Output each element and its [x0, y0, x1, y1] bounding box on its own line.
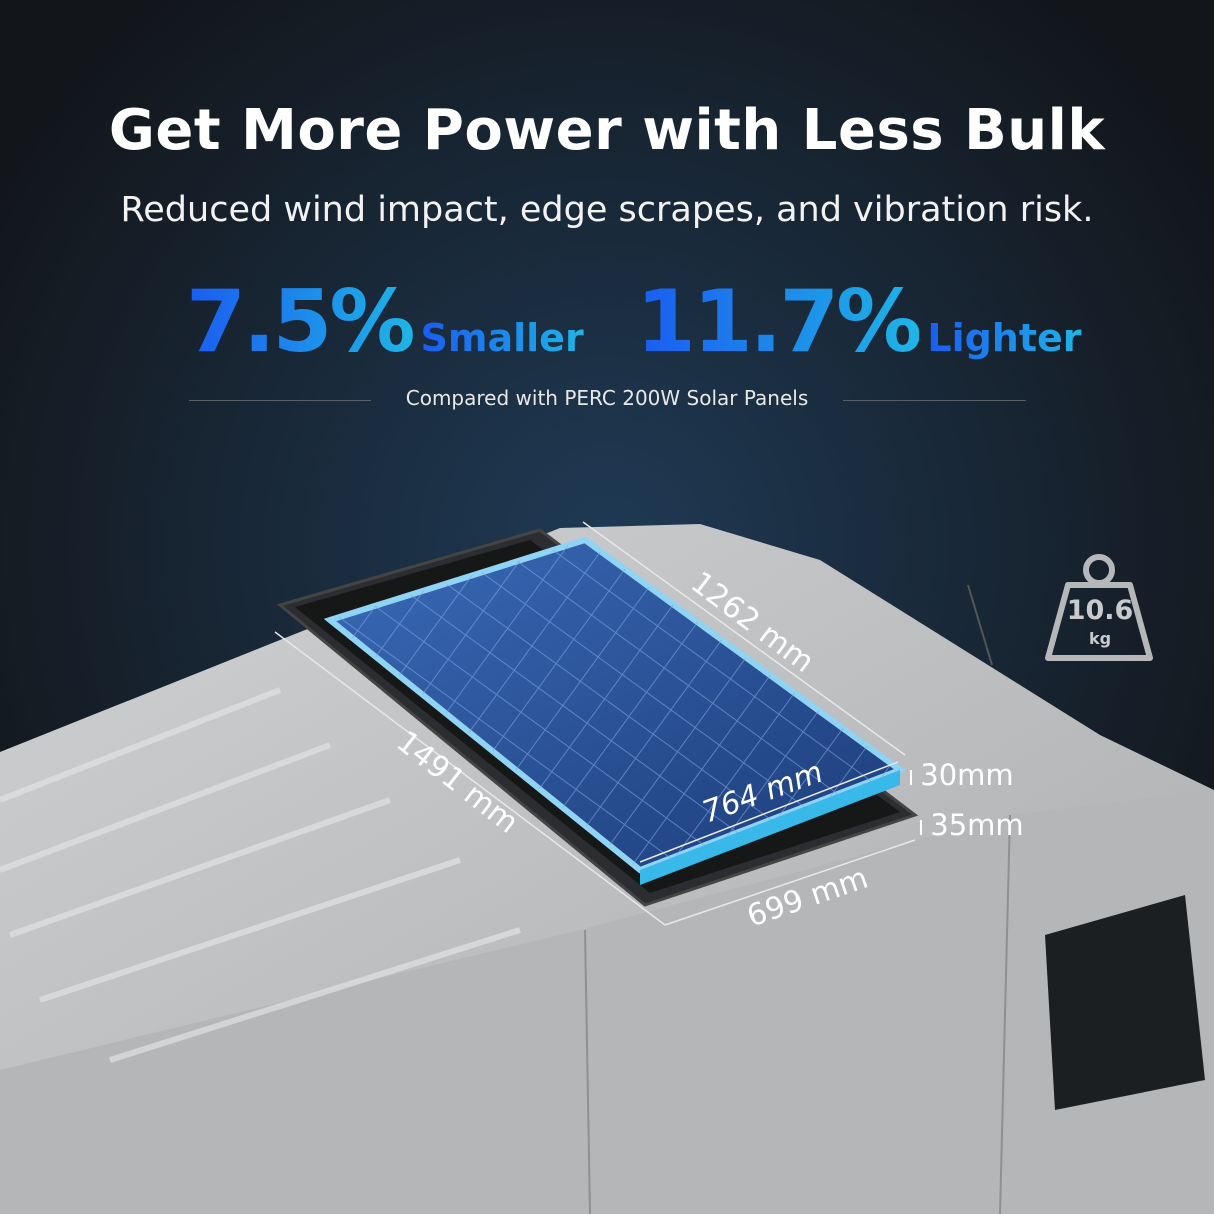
weight-value: 10.6: [1066, 595, 1134, 626]
stat-lighter: 11.7% Lighter: [636, 272, 1082, 372]
van-window: [1045, 895, 1205, 1110]
weight-icon: [1045, 554, 1153, 661]
van-ribs: [0, 687, 521, 1063]
weight-unit: kg: [1088, 629, 1112, 648]
stat-value: 11.7%: [636, 272, 922, 372]
headline: Get More Power with Less Bulk: [108, 98, 1106, 163]
dimension-lines: [274, 521, 916, 926]
subheadline: Reduced wind impact, edge scrapes, and v…: [120, 190, 1094, 230]
divider: [843, 400, 1026, 401]
old-thickness-label: I 35mm: [918, 808, 1024, 842]
stat-smaller: 7.5% Smaller: [186, 272, 584, 372]
stat-value: 7.5%: [186, 272, 416, 372]
comparison-note: Compared with PERC 200W Solar Panels: [405, 386, 809, 410]
stat-label: Smaller: [420, 316, 584, 360]
van-side: [0, 790, 1214, 1214]
divider: [189, 400, 371, 401]
new-thickness-label: I 30mm: [908, 758, 1014, 792]
stat-label: Lighter: [927, 316, 1082, 360]
